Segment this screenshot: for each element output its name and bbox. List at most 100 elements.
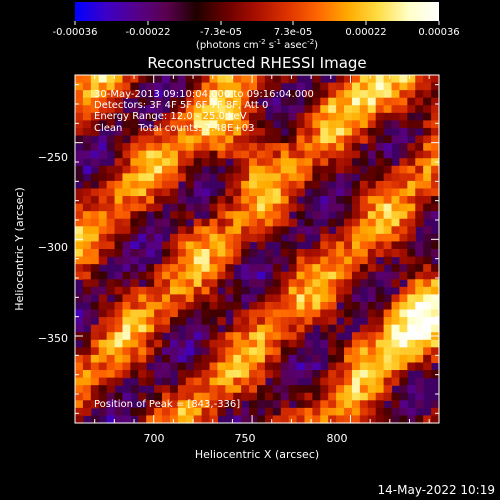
heatmap-cell <box>344 301 353 311</box>
heatmap-cell <box>359 385 369 394</box>
heatmap-cell <box>217 173 226 182</box>
heatmap-cell <box>162 150 171 159</box>
y-axis-label: Heliocentric Y (arcsec) <box>13 187 26 311</box>
heatmap-cell <box>106 226 116 235</box>
heatmap-cell <box>296 309 306 318</box>
heatmap-cell <box>391 90 401 99</box>
heatmap-cell <box>98 370 108 379</box>
heatmap-cell <box>383 97 393 106</box>
heatmap-cell <box>225 218 234 227</box>
heatmap-cell <box>209 286 219 295</box>
heatmap-cell <box>399 400 408 409</box>
heatmap-cell <box>383 112 393 121</box>
heatmap-cell <box>431 317 440 326</box>
heatmap-cell <box>399 286 408 295</box>
heatmap-cell <box>138 135 147 144</box>
heatmap-cell <box>169 279 179 288</box>
heatmap-cell <box>344 400 353 409</box>
heatmap-cell <box>146 241 155 250</box>
heatmap-cell <box>146 407 155 417</box>
heatmap-cell <box>162 309 171 318</box>
heatmap-cell <box>336 354 345 364</box>
heatmap-cell <box>75 196 84 205</box>
heatmap-cell <box>288 218 298 227</box>
heatmap-cell <box>257 294 266 303</box>
heatmap-cell <box>320 377 329 386</box>
heatmap-cell <box>217 241 226 250</box>
heatmap-cell <box>264 264 274 273</box>
heatmap-cell <box>233 105 242 114</box>
heatmap-cell <box>367 143 377 152</box>
heatmap-cell <box>351 105 361 114</box>
heatmap-cell <box>146 279 155 288</box>
heatmap-cell <box>391 317 401 326</box>
heatmap-cell <box>217 377 226 386</box>
heatmap-cell <box>359 324 369 333</box>
heatmap-cell <box>249 332 258 341</box>
heatmap-cell <box>391 226 401 235</box>
heatmap-cell <box>217 271 226 280</box>
peak-position-label: Position of Peak = [843,-336] <box>94 399 240 410</box>
heatmap-cell <box>328 188 337 197</box>
heatmap-cell <box>82 354 92 364</box>
heatmap-cell <box>304 165 313 174</box>
heatmap-cell <box>82 377 92 386</box>
heatmap-cell <box>391 82 401 91</box>
heatmap-cell <box>264 90 274 99</box>
heatmap-cell <box>423 241 432 250</box>
heatmap-cell <box>257 203 266 212</box>
heatmap-cell <box>431 143 440 152</box>
heatmap-cell <box>336 264 345 273</box>
heatmap-cell <box>415 347 424 356</box>
heatmap-cell <box>193 82 203 91</box>
heatmap-cell <box>249 324 258 333</box>
heatmap-cell <box>359 188 369 197</box>
heatmap-cell <box>391 347 401 356</box>
heatmap-cell <box>249 301 258 311</box>
heatmap-cell <box>304 400 313 409</box>
heatmap-cell <box>336 75 345 84</box>
heatmap-cell <box>431 112 440 121</box>
heatmap-cell <box>272 180 282 190</box>
heatmap-cell <box>233 180 242 190</box>
heatmap-cell <box>320 407 329 417</box>
heatmap-cell <box>304 362 313 371</box>
heatmap-cell <box>249 180 258 190</box>
heatmap-cell <box>344 286 353 295</box>
heatmap-cell <box>336 188 345 197</box>
heatmap-cell <box>367 400 377 409</box>
heatmap-cell <box>241 294 250 303</box>
heatmap-cell <box>177 165 187 174</box>
heatmap-cell <box>257 143 266 152</box>
heatmap-cell <box>415 150 424 159</box>
heatmap-cell <box>320 135 329 144</box>
heatmap-cell <box>415 362 424 371</box>
heatmap-cell <box>336 105 345 114</box>
heatmap-cell <box>209 249 219 258</box>
heatmap-cell <box>106 97 116 106</box>
heatmap-cell <box>359 301 369 311</box>
heatmap-cell <box>264 165 274 174</box>
heatmap-cell <box>82 407 92 417</box>
heatmap-cell <box>328 233 337 243</box>
heatmap-cell <box>249 385 258 394</box>
heatmap-cell <box>162 279 171 288</box>
heatmap-cell <box>375 135 385 144</box>
heatmap-cell <box>320 317 329 326</box>
heatmap-cell <box>169 309 179 318</box>
heatmap-cell <box>177 256 187 265</box>
heatmap-cell <box>375 264 385 273</box>
heatmap-cell <box>320 332 329 341</box>
heatmap-cell <box>98 75 108 84</box>
heatmap-cell <box>359 75 369 84</box>
heatmap-cell <box>169 90 179 99</box>
heatmap-cell <box>399 256 408 265</box>
heatmap-cell <box>423 339 432 348</box>
heatmap-cell <box>272 218 282 227</box>
heatmap-cell <box>296 294 306 303</box>
heatmap-cell <box>98 196 108 205</box>
heatmap-cell <box>249 203 258 212</box>
heatmap-cell <box>114 317 124 326</box>
heatmap-cell <box>217 279 226 288</box>
heatmap-cell <box>193 377 203 386</box>
